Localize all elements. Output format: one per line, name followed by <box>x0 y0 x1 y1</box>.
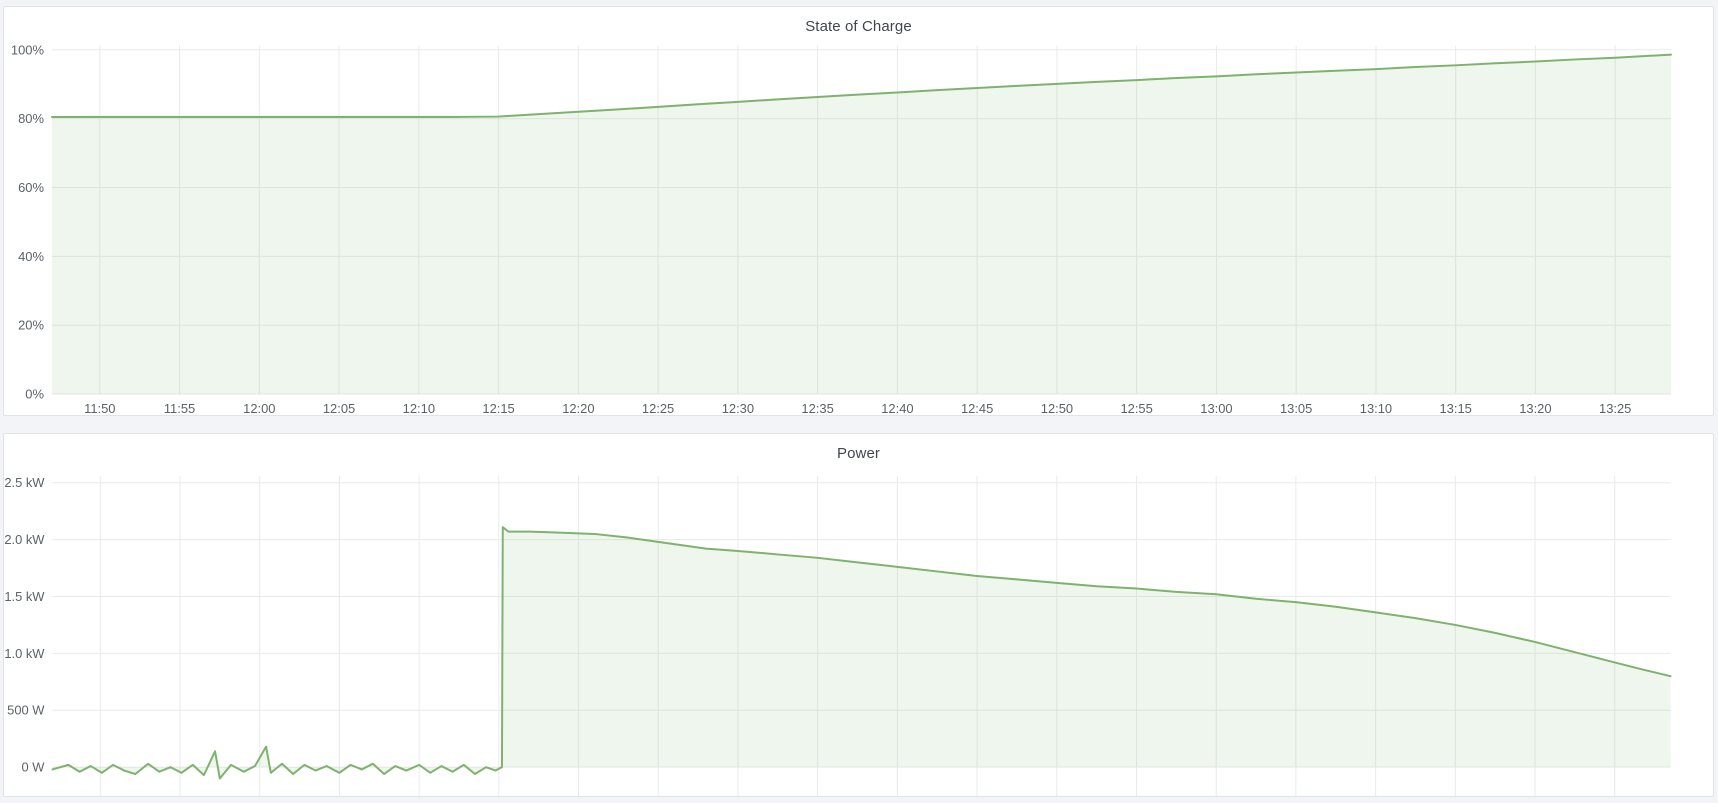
y-axis-tick-label: 0% <box>25 387 44 402</box>
x-axis-tick-label: 12:25 <box>642 401 674 415</box>
x-axis-tick-label: 13:20 <box>1519 401 1551 415</box>
x-axis-tick-label: 11:50 <box>84 401 115 415</box>
x-axis-tick-label: 13:00 <box>1200 401 1232 415</box>
power-kw-fill <box>52 527 1671 779</box>
state-of-charge-percent-line <box>50 53 1673 118</box>
y-axis-tick-label: 40% <box>18 249 44 264</box>
y-axis-tick-label: 1.0 kW <box>4 646 45 661</box>
x-axis-tick-label: 12:40 <box>881 401 913 415</box>
x-axis-tick-label: 12:05 <box>323 401 355 415</box>
x-axis-tick-label: 11:55 <box>164 401 195 415</box>
y-axis-tick-label: 100% <box>11 42 45 57</box>
power-chart[interactable]: 0 W 500 W 1.0 kW 1.5 kW 2.0 kW 2.5 kW <box>4 434 1713 796</box>
panel-title-power[interactable]: Power <box>836 445 881 462</box>
x-axis-tick-label: 13:15 <box>1440 401 1472 415</box>
x-axis-tick-label: 12:45 <box>961 401 993 415</box>
x-axis-tick-label: 12:15 <box>482 401 514 415</box>
y-axis-tick-label: 500 W <box>7 703 45 718</box>
state-of-charge-chart[interactable]: 0% 20% 40% 60% 80% 100% 11:50 11:55 12:00 12:05 12… <box>4 7 1713 415</box>
y-axis-tick-label: 2.5 kW <box>4 475 45 490</box>
x-axis-tick-label: 12:55 <box>1120 401 1152 415</box>
y-axis-tick-label: 1.5 kW <box>4 589 45 604</box>
y-axis-tick-label: 2.0 kW <box>4 532 45 547</box>
x-axis-tick-label: 12:00 <box>243 401 275 415</box>
x-axis-tick-label: 12:30 <box>722 401 754 415</box>
x-axis-tick-label: 13:05 <box>1280 401 1312 415</box>
x-axis-tick-label: 12:10 <box>403 401 435 415</box>
y-axis-tick-label: 0 W <box>22 760 46 775</box>
state-of-charge-percent-fill <box>51 54 1672 395</box>
panel-state-of-charge: 0% 20% 40% 60% 80% 100% 11:50 11:55 12:00 12:05 12… <box>3 6 1714 416</box>
x-axis-tick-label: 12:35 <box>801 401 833 415</box>
y-axis-tick-label: 20% <box>18 318 44 333</box>
x-axis-tick-label: 12:50 <box>1041 401 1073 415</box>
x-axis-tick-label: 13:25 <box>1599 401 1631 415</box>
x-axis-tick-label: 12:20 <box>562 401 594 415</box>
panel-power: 0 W 500 W 1.0 kW 1.5 kW 2.0 kW 2.5 kW Power <box>3 433 1714 797</box>
power-kw-line <box>51 526 1672 780</box>
y-axis-tick-label: 80% <box>18 111 44 126</box>
panel-title-state-of-charge[interactable]: State of Charge <box>805 18 912 35</box>
x-axis-tick-label: 13:10 <box>1360 401 1392 415</box>
y-axis-tick-label: 60% <box>18 180 44 195</box>
